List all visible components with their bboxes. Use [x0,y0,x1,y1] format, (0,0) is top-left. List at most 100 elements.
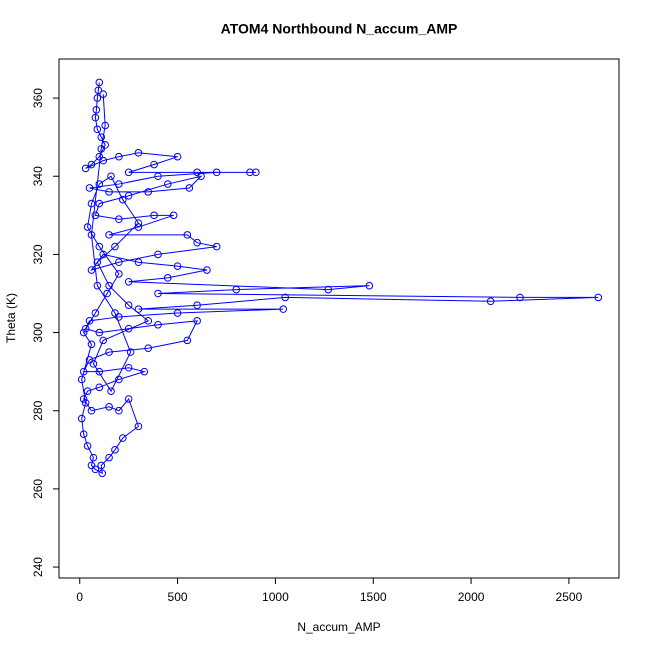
data-point [98,469,107,478]
data-point [101,141,109,149]
data-point [77,414,86,423]
data-point [115,215,123,224]
data-point [115,270,123,278]
data-point [150,160,158,169]
data-point [95,328,104,337]
data-point [124,301,133,310]
data-point [95,242,104,251]
data-point [83,442,92,450]
data-point [81,399,90,407]
data-point [144,317,153,325]
data-point [154,172,162,181]
data-point [95,383,104,392]
data-point [95,180,104,188]
data-point [212,242,221,251]
x-tick-label: 1500 [360,590,387,604]
data-point [89,453,98,462]
y-axis-label: Theta (K) [4,293,18,343]
data-point [173,262,182,270]
data-point [79,328,88,337]
data-point [107,387,115,395]
data-point [92,106,101,114]
data-point [115,313,123,321]
data-point [99,336,108,345]
data-point [87,231,96,239]
data-point [134,258,143,267]
data-point [169,211,178,220]
data-point [77,375,86,384]
data-point [111,446,119,454]
data-point [105,348,113,356]
y-tick-label: 360 [31,88,45,108]
x-axis-label: N_accum_AMP [297,620,380,634]
data-point [124,168,133,177]
data-point [93,125,102,134]
data-point [79,430,88,438]
data-point [99,90,108,98]
data-point [134,305,143,313]
data-point [124,395,133,403]
data-point [95,199,104,208]
data-point [134,219,143,227]
data-point [87,266,96,274]
data-point [134,223,143,231]
data-point [144,344,153,353]
data-point [93,258,102,267]
plot-frame [58,58,620,579]
data-point [87,340,96,349]
data-point [87,461,96,470]
y-tick-label: 260 [31,479,45,499]
data-point [516,293,524,302]
data-point [124,363,133,372]
data-point [91,113,100,122]
data-point [154,289,162,298]
data-point [97,145,106,153]
data-point [163,274,172,282]
data-point [83,387,92,395]
data-point [115,406,123,415]
x-tick-label: 1000 [262,590,289,604]
data-point [594,293,603,302]
data-point [203,266,211,274]
data-point [134,148,143,157]
data-point [118,195,127,204]
data-point [486,297,495,306]
data-point [105,403,113,411]
y-tick-label: 300 [31,322,45,342]
y-tick-label: 340 [31,166,45,186]
data-point [252,168,260,177]
data-point [97,461,106,470]
x-tick-label: 0 [76,590,83,604]
series-line [81,82,599,475]
data-point [134,422,143,431]
data-point [183,336,192,345]
data-point [163,180,172,188]
data-point [115,258,123,267]
data-point [246,168,254,177]
x-tick-label: 500 [168,590,188,604]
data-point [232,285,241,294]
data-point [115,375,123,384]
data-point [91,211,100,220]
data-point [94,86,103,95]
data-point [365,281,374,290]
data-point [154,250,162,259]
data-point [105,231,113,239]
data-point [115,180,123,188]
data-point [83,223,92,231]
data-point [124,191,133,200]
data-point [193,317,201,325]
data-point [173,152,182,161]
data-point [279,305,288,313]
data-point [183,231,192,239]
data-point [89,360,98,368]
data-point [193,238,201,247]
data-point [93,281,102,290]
data-point [81,324,90,333]
x-tick-label: 2500 [556,590,583,604]
data-point [95,78,104,87]
data-point [150,211,158,220]
data-point [97,133,106,141]
